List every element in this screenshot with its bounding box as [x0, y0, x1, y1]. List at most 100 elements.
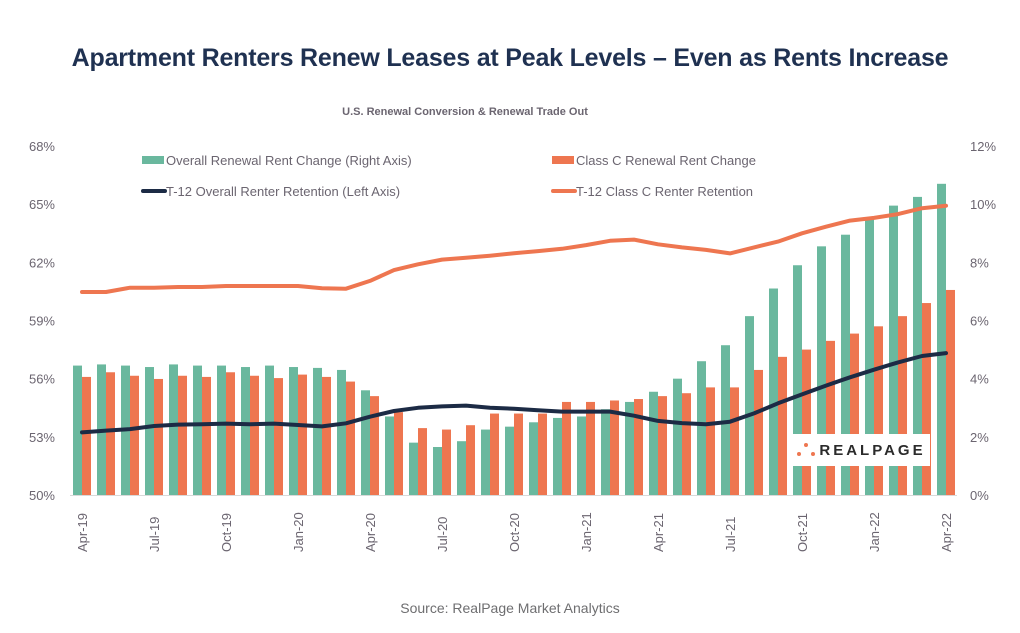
x-axis-tick-label: Oct-19 — [219, 513, 234, 552]
classc-renewal-bar — [346, 381, 355, 495]
overall-renewal-bar — [913, 196, 922, 496]
overall-renewal-bar — [625, 401, 634, 495]
overall-renewal-bar — [169, 364, 178, 495]
left-axis-tick-label: 53% — [29, 430, 55, 445]
classc-renewal-bar — [730, 387, 739, 495]
x-axis-tick-label: Apr-22 — [939, 513, 954, 552]
classc-renewal-bar — [706, 387, 715, 495]
overall-renewal-bar — [649, 391, 658, 495]
overall-renewal-bar — [457, 441, 466, 495]
x-axis-tick-label: Oct-21 — [795, 513, 810, 552]
classc-renewal-bar — [154, 378, 163, 495]
logo-text: REALPAGE — [819, 441, 926, 459]
overall-renewal-bar — [361, 390, 370, 495]
legend-item: Overall Renewal Rent Change (Right Axis) — [142, 153, 412, 168]
x-axis: Apr-19 Jul-19 Oct-19 Jan-20 Apr-20 Jul-20 Oct-… — [75, 512, 954, 552]
overall-renewal-bar — [697, 361, 706, 495]
overall-renewal-bar — [217, 365, 226, 495]
left-axis-tick-label: 50% — [29, 488, 55, 503]
overall-renewal-bar — [817, 246, 826, 495]
classc-retention-line — [80, 203, 948, 294]
classc-renewal-bar — [178, 375, 187, 495]
overall-renewal-bar — [553, 417, 562, 495]
overall-renewal-bar — [673, 378, 682, 495]
left-y-axis: 50% 53% 56% 59% 62% 65% 68% — [29, 139, 55, 503]
x-axis-tick-label: Jul-21 — [723, 517, 738, 552]
overall-renewal-bar — [337, 369, 346, 495]
overall-renewal-bar — [481, 429, 490, 495]
classc-renewal-bar — [394, 412, 403, 495]
legend-label: Overall Renewal Rent Change (Right Axis) — [166, 153, 412, 168]
x-axis-tick-label: Jan-20 — [291, 512, 306, 552]
classc-renewal-bar — [802, 349, 811, 495]
legend-swatch-bar — [142, 156, 164, 164]
classc-renewal-bar — [466, 425, 475, 495]
overall-renewal-bar — [865, 217, 874, 496]
overall-renewal-bar — [409, 442, 418, 495]
classc-renewal-bar — [850, 333, 859, 495]
x-axis-tick-label: Jul-20 — [435, 517, 450, 552]
classc-renewal-bar — [826, 340, 835, 495]
classc-renewal-bar — [418, 428, 427, 495]
overall-renewal-bar — [313, 367, 322, 495]
x-axis-tick-label: Jan-22 — [867, 512, 882, 552]
classc-renewal-bar — [250, 375, 259, 495]
realpage-logo: REALPAGE — [793, 434, 930, 466]
classc-renewal-bar — [322, 376, 331, 495]
x-axis-tick-label: Jan-21 — [579, 512, 594, 552]
right-y-axis: 0% 2% 4% 6% 8% 10% 12% — [970, 139, 996, 503]
classc-renewal-bar — [586, 401, 595, 495]
legend-item: Class C Renewal Rent Change — [552, 153, 756, 168]
classc-renewal-bar — [298, 374, 307, 495]
x-axis-tick-label: Oct-20 — [507, 513, 522, 552]
overall-renewal-bar — [433, 447, 442, 495]
classc-renewal-bar — [82, 376, 91, 495]
right-axis-tick-label: 2% — [970, 430, 989, 445]
page-title: Apartment Renters Renew Leases at Peak L… — [71, 44, 949, 72]
source-note: Source: RealPage Market Analytics — [400, 600, 620, 616]
left-axis-tick-label: 59% — [29, 314, 55, 329]
right-axis-tick-label: 4% — [970, 372, 989, 387]
legend-swatch-bar — [552, 156, 574, 164]
overall-renewal-bar — [889, 205, 898, 495]
overall-renewal-bar — [193, 365, 202, 495]
classc-renewal-bar — [634, 399, 643, 495]
classc-renewal-bar — [514, 413, 523, 495]
classc-renewal-bar — [562, 401, 571, 495]
legend-label: T-12 Overall Renter Retention (Left Axis… — [166, 184, 400, 199]
legend-label: T-12 Class C Renter Retention — [576, 184, 753, 199]
right-axis-tick-label: 8% — [970, 255, 989, 270]
left-axis-tick-label: 62% — [29, 255, 55, 270]
left-axis-tick-label: 65% — [29, 197, 55, 212]
right-axis-tick-label: 10% — [970, 197, 996, 212]
overall-renewal-bar — [529, 422, 538, 495]
x-axis-tick-label: Jul-19 — [147, 517, 162, 552]
overall-renewal-bar — [841, 234, 850, 495]
overall-renewal-bar — [145, 367, 154, 495]
classc-renewal-bar — [274, 378, 283, 495]
classc-renewal-bar — [658, 396, 667, 495]
overall-retention-line — [80, 351, 948, 435]
right-axis-tick-label: 6% — [970, 314, 989, 329]
overall-renewal-bar — [793, 265, 802, 495]
overall-renewal-bar — [721, 345, 730, 495]
classc-renewal-bar — [946, 289, 955, 495]
classc-renewal-bar — [778, 356, 787, 495]
realpage-dots-icon — [797, 443, 816, 457]
classc-renewal-bar — [754, 369, 763, 495]
x-axis-tick-label: Apr-20 — [363, 513, 378, 552]
left-axis-tick-label: 68% — [29, 139, 55, 154]
classc-renewal-bar — [610, 400, 619, 495]
legend-item: T-12 Class C Renter Retention — [551, 184, 753, 199]
line-layer — [80, 203, 948, 435]
overall-renewal-bar — [601, 409, 610, 495]
overall-renewal-bar — [745, 316, 754, 495]
overall-renewal-bar — [265, 365, 274, 495]
classc-renewal-bar — [226, 372, 235, 495]
classc-renewal-bar — [898, 316, 907, 495]
classc-renewal-bar — [538, 413, 547, 495]
overall-renewal-bar — [505, 426, 514, 495]
classc-renewal-bar — [874, 326, 883, 495]
x-axis-tick-label: Apr-19 — [75, 513, 90, 552]
classc-renewal-bar — [490, 413, 499, 495]
